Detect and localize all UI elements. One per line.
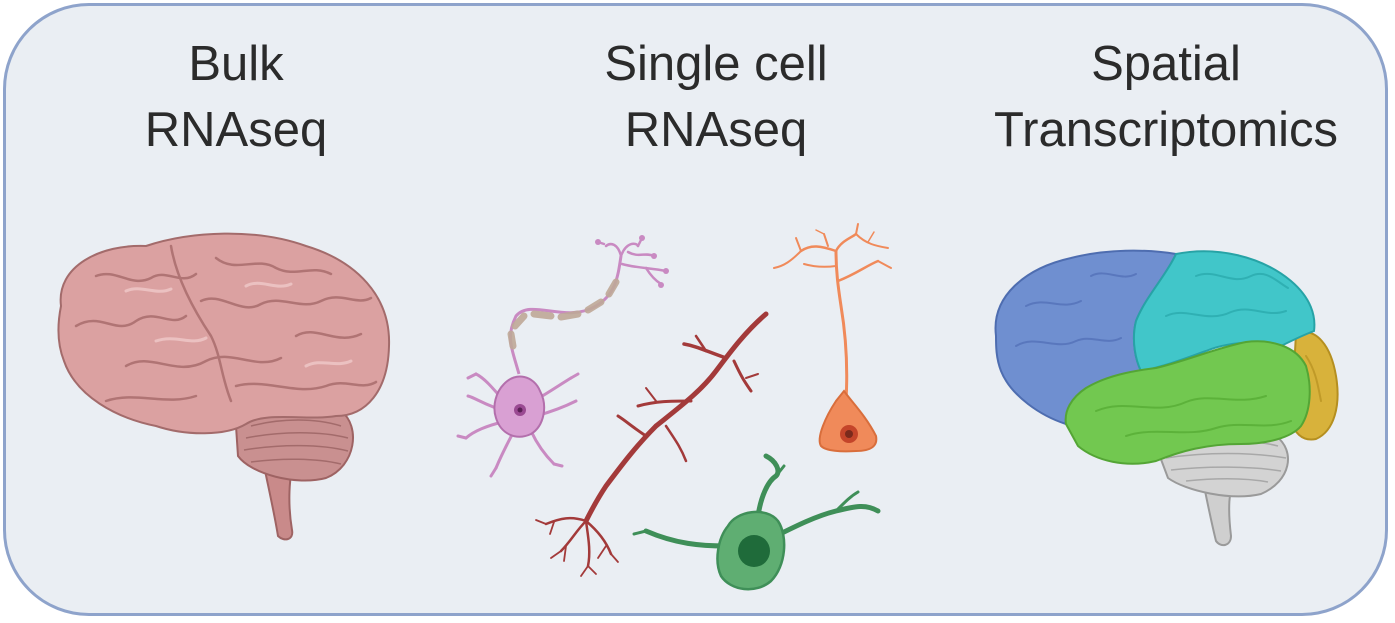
green-cell-icon — [632, 453, 881, 591]
orange-neuron-icon — [773, 223, 892, 453]
illustrations — [57, 223, 1339, 591]
red-neuron-icon — [535, 311, 769, 577]
diagram-panel: Bulk RNAseq Single cell RNAseq Spatial T… — [3, 3, 1388, 616]
single-title-line1: Single cell — [604, 37, 828, 91]
spatial-title-line2: Transcriptomics — [994, 103, 1338, 157]
bulk-title-line1: Bulk — [188, 37, 284, 91]
single-cell-rnaseq-title: Single cell RNAseq — [561, 31, 871, 163]
bulk-brain-icon — [57, 232, 391, 541]
bulk-rnaseq-title: Bulk RNAseq — [86, 31, 386, 163]
spatial-title-line1: Spatial — [1091, 37, 1241, 91]
pink-neuron-icon — [456, 235, 669, 478]
single-title-line2: RNAseq — [624, 103, 808, 157]
bulk-title-line2: RNAseq — [144, 103, 328, 157]
spatial-transcriptomics-title: Spatial Transcriptomics — [946, 31, 1385, 163]
spatial-brain-icon — [994, 249, 1339, 547]
